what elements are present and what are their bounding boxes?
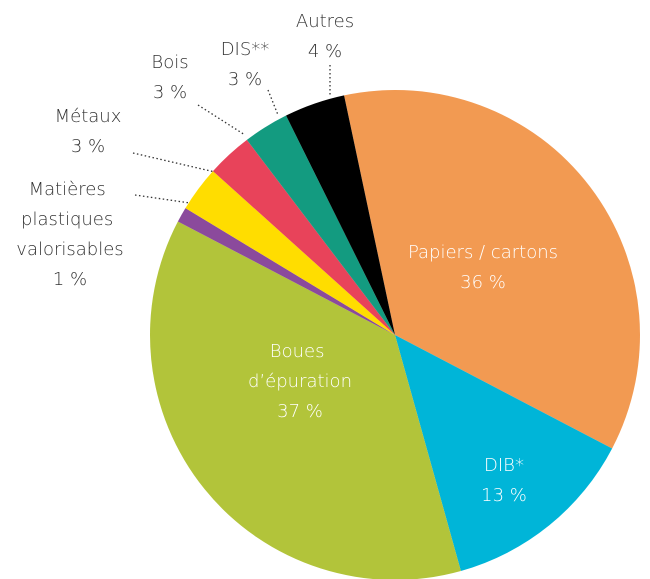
- value-label: 37 %: [277, 401, 323, 422]
- value-label: 4 %: [308, 41, 342, 62]
- pie-slice: [150, 221, 461, 579]
- leader-line: [132, 152, 216, 173]
- value-label: 1 %: [53, 269, 87, 290]
- category-label: Papiers / cartons: [408, 242, 558, 263]
- category-label: DIS**: [221, 39, 270, 60]
- value-label: 3 %: [228, 69, 262, 90]
- pie-slice: [344, 90, 640, 449]
- category-label: Autres: [296, 11, 354, 32]
- category-label: Matières plastiques valorisables: [16, 179, 123, 260]
- pie-slice: [246, 115, 395, 335]
- category-label: Boues d’épuration: [248, 341, 352, 392]
- value-label: 3 %: [153, 82, 187, 103]
- pie-slice: [185, 171, 395, 335]
- value-label: 13 %: [481, 485, 527, 506]
- value-label: 36 %: [460, 272, 506, 293]
- leader-line: [267, 89, 279, 116]
- pie-slice: [177, 208, 395, 335]
- category-label: DIB*: [484, 455, 524, 476]
- pie-slice: [395, 335, 613, 571]
- pie-slice: [286, 95, 395, 335]
- leader-line: [197, 104, 246, 136]
- category-label: Métaux: [55, 106, 122, 127]
- pie-slice: [212, 139, 395, 335]
- leader-line: [134, 194, 191, 204]
- category-label: Bois: [151, 52, 188, 73]
- value-label: 3 %: [71, 136, 105, 157]
